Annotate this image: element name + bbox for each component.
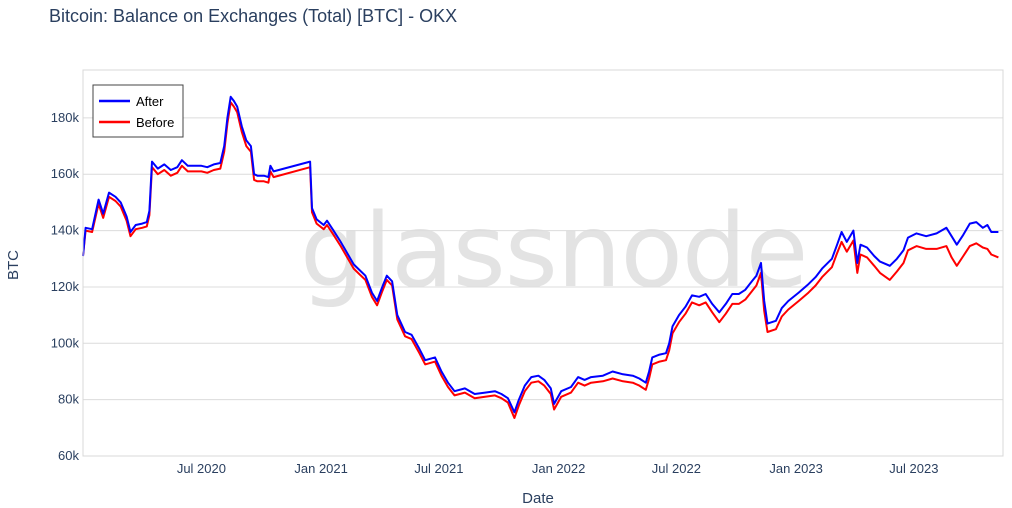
plot-area-border	[82, 69, 1004, 457]
x-tick-label: Jul 2022	[652, 461, 701, 476]
legend-before-label[interactable]: Before	[136, 115, 174, 130]
y-tick-label: 120k	[51, 279, 80, 294]
y-tick-label: 100k	[51, 335, 80, 350]
legend-after-label[interactable]: After	[136, 94, 164, 109]
y-tick-label: 180k	[51, 110, 80, 125]
legend-box	[92, 84, 184, 138]
series-lines	[82, 95, 999, 419]
x-tick-label: Jan 2022	[532, 461, 586, 476]
series-line-after[interactable]	[82, 95, 999, 414]
legend[interactable]: After Before	[92, 84, 184, 138]
y-tick-label: 80k	[58, 392, 79, 407]
x-tick-label: Jan 2023	[769, 461, 823, 476]
chart-title: Bitcoin: Balance on Exchanges (Total) [B…	[49, 6, 458, 26]
y-axis-title: BTC	[5, 250, 22, 280]
x-tick-label: Jul 2021	[414, 461, 463, 476]
x-axis-ticks: Jul 2020 Jan 2021 Jul 2021 Jan 2022 Jul 2022…	[177, 461, 939, 476]
y-tick-label: 60k	[58, 448, 79, 463]
y-axis-ticks: 60k 80k 100k 120k 140k 160k 180k	[51, 110, 80, 463]
x-tick-label: Jul 2023	[889, 461, 938, 476]
x-tick-label: Jan 2021	[294, 461, 348, 476]
series-line-before[interactable]	[82, 101, 999, 419]
x-axis-title: Date	[522, 490, 554, 507]
y-tick-label: 160k	[51, 166, 80, 181]
y-tick-label: 140k	[51, 223, 80, 238]
x-tick-label: Jul 2020	[177, 461, 226, 476]
